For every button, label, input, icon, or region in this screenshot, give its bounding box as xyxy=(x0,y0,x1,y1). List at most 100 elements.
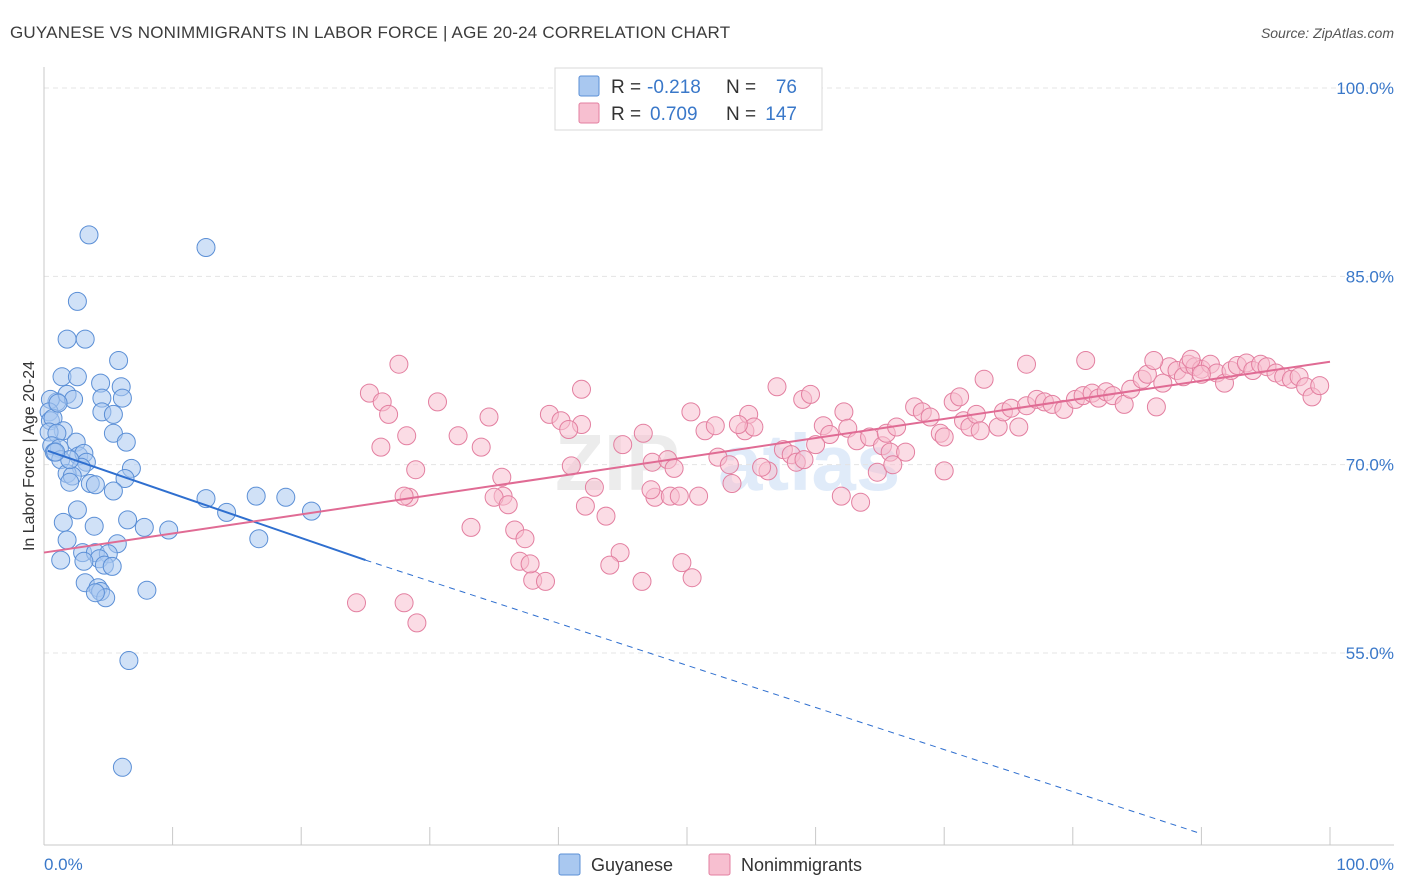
nonimmigrants-point xyxy=(767,377,787,397)
nonimmigrants-point xyxy=(520,554,540,574)
guyanese-point xyxy=(116,432,136,452)
stats-r-label: R = xyxy=(611,104,641,125)
nonimmigrants-point xyxy=(728,415,748,434)
guyanese-point xyxy=(112,388,132,408)
x-tick-label-max: 100.0% xyxy=(1336,855,1394,874)
nonimmigrants-point xyxy=(851,492,871,512)
guyanese-point xyxy=(75,329,95,349)
nonimmigrants-point xyxy=(1310,376,1330,396)
y-tick-label: 55.0% xyxy=(1346,644,1394,663)
nonimmigrants-point xyxy=(1076,351,1096,370)
nonimmigrants-point xyxy=(806,435,826,455)
stats-n-value: 76 xyxy=(776,77,797,98)
guyanese-point xyxy=(57,530,77,550)
guyanese-point xyxy=(74,551,94,571)
guyanese-trend-extension xyxy=(365,559,1202,835)
nonimmigrants-point xyxy=(719,455,739,475)
nonimmigrants-point xyxy=(515,529,535,549)
stats-r-label: R = xyxy=(611,77,641,98)
stats-n-label: N = xyxy=(726,104,756,125)
nonimmigrants-point xyxy=(575,496,595,516)
nonimmigrants-point xyxy=(1009,417,1029,437)
nonimmigrants-point xyxy=(584,477,604,497)
nonimmigrants-point xyxy=(371,437,391,457)
guyanese-point xyxy=(159,520,179,540)
guyanese-point xyxy=(102,556,122,576)
guyanese-point xyxy=(85,583,105,603)
x-ticks xyxy=(43,827,1331,845)
nonimmigrants-point xyxy=(347,593,366,613)
y-tick-label: 85.0% xyxy=(1346,267,1394,286)
nonimmigrants-point xyxy=(561,456,581,476)
nonimmigrants-point xyxy=(664,458,684,478)
nonimmigrants-point xyxy=(1181,349,1201,369)
x-tick-label-min: 0.0% xyxy=(44,855,83,874)
nonimmigrants-point xyxy=(831,486,851,506)
nonimmigrants-point xyxy=(448,426,468,446)
stats-swatch-guyanese xyxy=(578,75,600,97)
nonimmigrants-point xyxy=(406,460,426,480)
legend-swatch-guyanese xyxy=(558,853,581,876)
nonimmigrants-point xyxy=(461,517,481,537)
nonimmigrants-point xyxy=(867,462,887,482)
legend-label-guyanese: Guyanese xyxy=(591,855,673,875)
stats-r-value: -0.218 xyxy=(647,77,701,98)
stats-n-label: N = xyxy=(726,77,756,98)
y-tick-label: 70.0% xyxy=(1346,456,1394,475)
guyanese-point xyxy=(85,475,105,495)
nonimmigrants-point xyxy=(596,506,616,526)
nonimmigrants-point xyxy=(428,392,447,412)
guyanese-point xyxy=(67,367,87,387)
nonimmigrants-point xyxy=(471,437,491,457)
nonimmigrants-point xyxy=(632,571,652,591)
nonimmigrants-point xyxy=(498,495,518,515)
nonimmigrants-point xyxy=(672,553,692,573)
nonimmigrants-point xyxy=(1144,351,1164,370)
y-tick-label: 100.0% xyxy=(1336,79,1394,98)
guyanese-point xyxy=(67,291,87,311)
nonimmigrants-point xyxy=(801,384,820,404)
nonimmigrants-point xyxy=(883,455,903,475)
nonimmigrants-point xyxy=(1153,373,1173,393)
stats-n-value: 147 xyxy=(765,104,797,125)
nonimmigrants-point xyxy=(572,379,591,399)
guyanese-point xyxy=(119,651,139,670)
guyanese-point xyxy=(118,510,138,530)
nonimmigrants-point xyxy=(641,480,661,500)
guyanese-point xyxy=(112,757,132,777)
nonimmigrants-point xyxy=(633,423,653,443)
nonimmigrants-point xyxy=(407,613,427,633)
nonimmigrants-point xyxy=(1146,397,1166,417)
nonimmigrants-point xyxy=(744,417,764,437)
chart-title: GUYANESE VS NONIMMIGRANTS IN LABOR FORCE… xyxy=(10,23,731,42)
y-tick-labels: 55.0% 70.0% 85.0% 100.0% xyxy=(1336,79,1394,663)
nonimmigrants-point xyxy=(934,427,954,447)
nonimmigrants-point xyxy=(896,442,916,462)
nonimmigrants-point xyxy=(397,426,417,446)
legend-swatch-nonimmigrants xyxy=(708,853,731,876)
source-label: Source: ZipAtlas.com xyxy=(1260,25,1394,41)
nonimmigrants-point xyxy=(834,402,854,422)
guyanese-point xyxy=(103,481,123,501)
nonimmigrants-point xyxy=(722,474,742,493)
guyanese-point xyxy=(46,442,66,462)
nonimmigrants-point xyxy=(492,467,512,487)
nonimmigrants-point xyxy=(794,450,814,470)
nonimmigrants-point xyxy=(920,407,940,427)
nonimmigrants-point xyxy=(705,416,725,436)
nonimmigrants-point xyxy=(1017,354,1036,374)
guyanese-trend-line xyxy=(47,449,366,562)
guyanese-point xyxy=(79,225,99,245)
stats-r-value: 0.709 xyxy=(650,104,698,125)
nonimmigrants-point xyxy=(669,486,689,506)
nonimmigrants-point xyxy=(970,421,990,441)
guyanese-point xyxy=(60,472,80,492)
nonimmigrants-point xyxy=(394,486,414,506)
legend: Guyanese Nonimmigrants xyxy=(558,853,862,876)
guyanese-point xyxy=(109,351,129,370)
nonimmigrants-point xyxy=(394,593,414,613)
y-axis-label: In Labor Force | Age 20-24 xyxy=(21,361,38,551)
nonimmigrants-point xyxy=(600,555,620,575)
guyanese-point xyxy=(276,487,296,507)
